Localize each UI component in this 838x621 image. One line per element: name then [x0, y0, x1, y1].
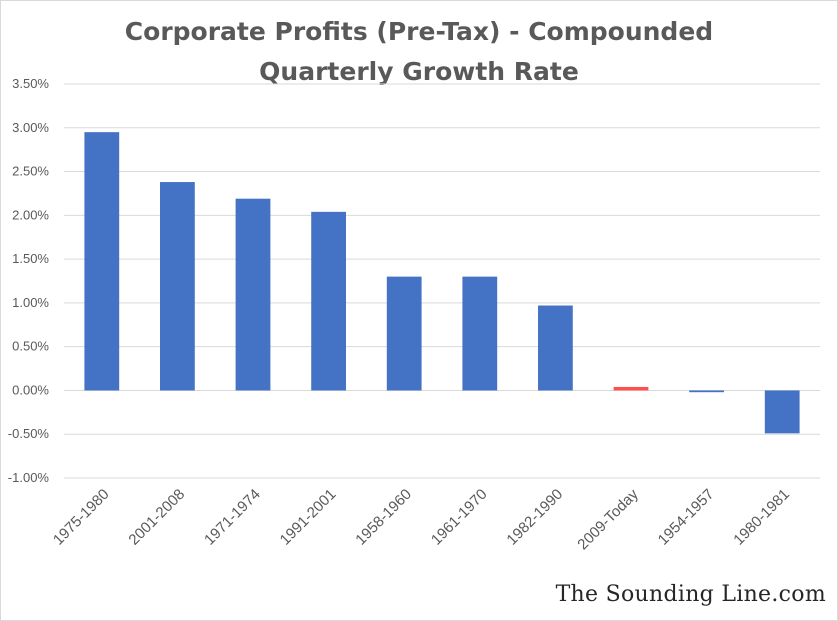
y-tick-label: 3.00%: [12, 120, 49, 135]
x-axis-tick-labels: 1975-1980 2001-2008 1971-1974 1991-2001 1958…: [50, 485, 793, 553]
bar: [538, 305, 573, 391]
bar: [311, 211, 346, 391]
y-tick-label: 2.00%: [12, 207, 49, 222]
watermark: The Sounding Line.com: [555, 582, 826, 607]
x-tick-label: 2009-Today: [574, 485, 642, 553]
bar: [84, 132, 120, 391]
y-tick-label: 0.00%: [12, 382, 49, 397]
y-tick-label: -1.00%: [8, 470, 50, 485]
bar: [462, 276, 498, 391]
bar: [613, 386, 649, 391]
x-tick-label: 1961-1970: [428, 486, 491, 549]
x-tick-label: 1958-1960: [352, 486, 415, 549]
x-tick-label: 2001-2008: [125, 486, 188, 549]
chart-title: Corporate Profits (Pre-Tax) - Compounded…: [0, 12, 838, 92]
chart-title-line-2: Quarterly Growth Rate: [259, 57, 579, 86]
x-tick-label: 1991-2001: [277, 486, 340, 549]
y-tick-label: 1.00%: [12, 295, 49, 310]
chart-title-line-1: Corporate Profits (Pre-Tax) - Compounded: [124, 17, 714, 46]
x-tick-label: 1971-1974: [201, 486, 264, 549]
bar: [386, 276, 422, 391]
x-tick-label: 1980-1981: [730, 486, 793, 549]
x-tick-label: 1975-1980: [50, 486, 113, 549]
x-tick-label: 1982-1990: [503, 486, 566, 549]
bar: [160, 182, 195, 391]
x-tick-label: 1954-1957: [655, 486, 718, 549]
y-tick-label: 1.50%: [12, 251, 49, 266]
y-tick-label: 3.50%: [12, 76, 49, 91]
y-tick-label: 0.50%: [12, 339, 49, 354]
bar: [235, 198, 271, 391]
y-axis-tick-labels: 3.50% 3.00% 2.50% 2.00% 1.50% 1.00% 0.50% 0.00%…: [8, 76, 50, 485]
bars: [84, 132, 800, 434]
y-tick-label: -0.50%: [8, 426, 50, 441]
y-tick-label: 2.50%: [12, 164, 49, 179]
bar: [689, 390, 724, 393]
bar: [764, 390, 800, 434]
